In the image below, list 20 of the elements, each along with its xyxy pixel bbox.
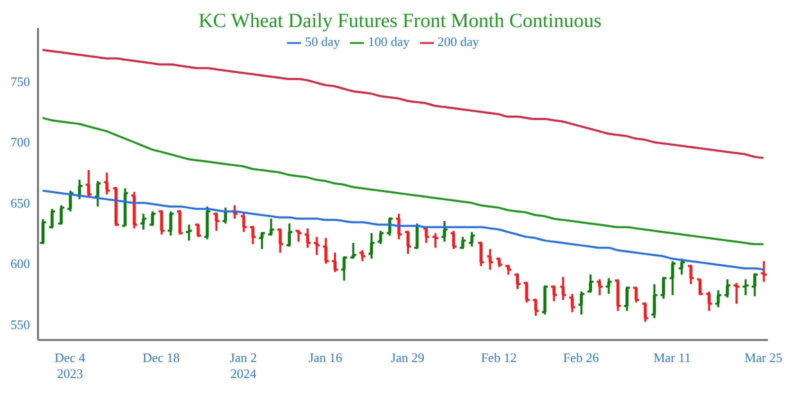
x-tick-label: Jan 16 bbox=[308, 350, 343, 365]
chart-title: KC Wheat Daily Futures Front Month Continuous bbox=[198, 10, 602, 33]
y-tick-label: 650 bbox=[10, 195, 30, 210]
x-tick-label: Jan 2 2024 bbox=[230, 350, 257, 381]
legend-label: 100 day bbox=[368, 34, 410, 49]
x-tick-label: Jan 29 bbox=[390, 350, 424, 365]
line-series bbox=[42, 116, 764, 246]
x-tick-label: Feb 12 bbox=[480, 350, 517, 365]
line-series bbox=[42, 48, 764, 159]
x-tick-label: Mar 25 bbox=[744, 350, 782, 365]
x-tick-label: Dec 18 bbox=[142, 350, 180, 365]
y-tick-label: 550 bbox=[10, 316, 30, 332]
x-tick-label: Feb 26 bbox=[563, 350, 600, 365]
y-tick-label: 700 bbox=[10, 134, 30, 150]
legend-label: 200 day bbox=[438, 34, 480, 49]
y-tick-label: 600 bbox=[10, 256, 30, 272]
y-tick-label: 750 bbox=[10, 74, 30, 90]
legend-label: 50 day bbox=[304, 34, 340, 49]
x-tick-label: Dec 4 2023 bbox=[54, 350, 86, 381]
x-tick-label: Mar 11 bbox=[653, 350, 691, 365]
